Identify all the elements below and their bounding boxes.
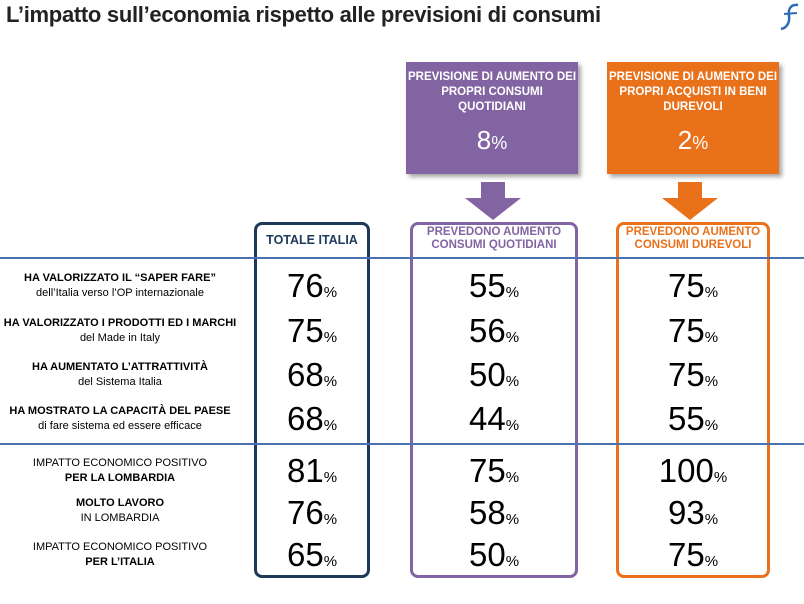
row-label: IMPATTO ECONOMICO POSITIVO PER LA LOMBARD… — [32, 457, 208, 484]
value-total: 65% — [286, 536, 338, 573]
callout-daily-value: 8% — [476, 125, 508, 155]
value-total: 76% — [286, 267, 338, 304]
value-durable: 75% — [667, 267, 719, 304]
column-header-daily: PREVEDONO AUMENTO CONSUMI QUOTIDIANI — [426, 226, 562, 251]
callout-daily-consumption: PREVISIONE DI AUMENTO DEI PROPRI CONSUMI… — [406, 62, 578, 174]
value-daily: 58% — [468, 494, 520, 531]
callout-durable-value: 2% — [677, 125, 709, 155]
callout-daily-text: PREVISIONE DI AUMENTO DEI PROPRI CONSUMI… — [407, 71, 577, 113]
row-label: IMPATTO ECONOMICO POSITIVO PER L’ITALIA — [32, 541, 208, 568]
row-label: HA AUMENTATO L’ATTRATTIVITÀ del Sistema I… — [32, 361, 208, 388]
column-header-durable: PREVEDONO AUMENTO CONSUMI DUREVOLI — [625, 226, 761, 251]
column-frame-total — [254, 222, 370, 578]
value-total: 81% — [286, 452, 338, 489]
column-frame-daily — [410, 222, 578, 578]
row-label: HA VALORIZZATO IL “SAPER FARE” dell’Itali… — [24, 272, 216, 299]
arrow-down-icon — [465, 182, 521, 220]
value-total: 68% — [286, 356, 338, 393]
value-durable: 75% — [667, 312, 719, 349]
callout-durable-text: PREVISIONE DI AUMENTO DEI PROPRI ACQUIST… — [608, 71, 778, 113]
divider-top — [0, 257, 804, 259]
value-total: 68% — [286, 400, 338, 437]
value-durable: 93% — [667, 494, 719, 531]
column-header-total: TOTALE ITALIA — [266, 233, 358, 247]
value-daily: 55% — [468, 267, 520, 304]
page-title: L’impatto sull’economia rispetto alle pr… — [6, 2, 601, 27]
row-label: HA MOSTRATO LA CAPACITÀ DEL PAESE di fare… — [9, 405, 231, 432]
value-durable: 100% — [658, 452, 728, 489]
arrow-down-icon — [662, 182, 718, 220]
value-durable: 55% — [667, 400, 719, 437]
value-durable: 75% — [667, 356, 719, 393]
value-daily: 50% — [468, 356, 520, 393]
logo-icon — [780, 3, 799, 31]
row-label: HA VALORIZZATO I PRODOTTI ED I MARCHI de… — [3, 317, 237, 344]
value-daily: 50% — [468, 536, 520, 573]
divider-middle — [0, 443, 804, 445]
callout-durable-goods: PREVISIONE DI AUMENTO DEI PROPRI ACQUIST… — [607, 62, 779, 174]
value-total: 75% — [286, 312, 338, 349]
column-frame-durable — [616, 222, 770, 578]
row-label: MOLTO LAVORO IN LOMBARDIA — [76, 497, 164, 524]
value-total: 76% — [286, 494, 338, 531]
value-durable: 75% — [667, 536, 719, 573]
value-daily: 75% — [468, 452, 520, 489]
value-daily: 44% — [468, 400, 520, 437]
value-daily: 56% — [468, 312, 520, 349]
